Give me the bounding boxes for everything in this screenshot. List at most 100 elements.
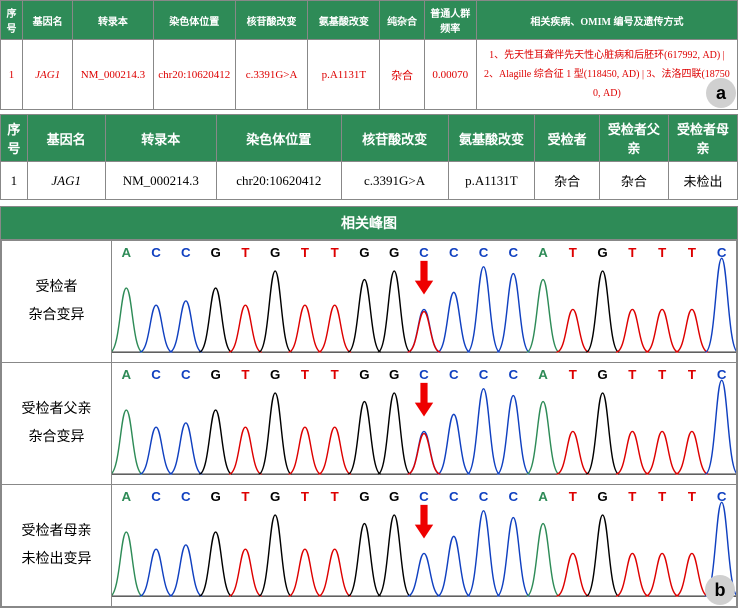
svg-text:G: G: [597, 489, 607, 504]
svg-text:C: C: [479, 489, 489, 504]
svg-text:G: G: [359, 245, 369, 260]
cell-transcript: NM_000214.3: [105, 162, 216, 200]
svg-text:C: C: [509, 367, 519, 382]
header-cell: 转录本: [105, 115, 216, 162]
chromatogram-svg: ACCGTGTTGGCCCCATGTTTC: [112, 241, 736, 362]
svg-text:A: A: [538, 245, 548, 260]
chromatogram-plot-cell: ACCGTGTTGGCCCCATGTTTC: [112, 363, 737, 485]
svg-text:T: T: [628, 489, 636, 504]
svg-text:A: A: [538, 489, 548, 504]
header-cell: 序号: [1, 115, 28, 162]
svg-text:A: A: [122, 489, 132, 504]
table-a-data-row: 1 JAG1 NM_000214.3 chr20:10620412 c.3391…: [1, 40, 738, 110]
svg-text:G: G: [210, 367, 220, 382]
cell-diseases: 1、先天性耳聋伴先天性心脏病和后胚环(617992, AD) | 2、Alagi…: [476, 40, 737, 110]
svg-text:C: C: [151, 489, 161, 504]
header-cell: 转录本: [73, 1, 153, 40]
svg-text:T: T: [658, 367, 666, 382]
svg-text:T: T: [688, 367, 696, 382]
cell-transcript: NM_000214.3: [73, 40, 153, 110]
svg-text:T: T: [688, 245, 696, 260]
cell-aa: p.A1131T: [448, 162, 535, 200]
svg-text:T: T: [569, 367, 577, 382]
header-cell: 受检者父亲: [599, 115, 668, 162]
chromatogram-plot-cell: ACCGTGTTGGCCCCATGTTTC: [112, 485, 737, 607]
cell-zygosity: 杂合: [380, 40, 424, 110]
svg-text:A: A: [122, 245, 132, 260]
panel-badge-a: a: [706, 78, 736, 108]
svg-text:C: C: [151, 367, 161, 382]
cell-father: 杂合: [599, 162, 668, 200]
cell-gene: JAG1: [27, 162, 105, 200]
svg-text:C: C: [717, 367, 727, 382]
trio-summary-table-b: 序号基因名转录本染色体位置核苷酸改变氨基酸改变受检者受检者父亲受检者母亲 1 J…: [0, 114, 738, 200]
cell-proband: 杂合: [535, 162, 600, 200]
header-cell: 纯杂合: [380, 1, 424, 40]
header-cell: 基因名: [23, 1, 73, 40]
header-cell: 染色体位置: [216, 115, 341, 162]
chromatogram-row-label: 受检者母亲未检出变异: [2, 485, 112, 607]
chromatogram-svg: ACCGTGTTGGCCCCATGTTTC: [112, 485, 736, 606]
svg-text:T: T: [658, 489, 666, 504]
svg-text:T: T: [331, 489, 339, 504]
svg-text:C: C: [449, 367, 459, 382]
svg-text:C: C: [479, 367, 489, 382]
cell-idx: 1: [1, 162, 28, 200]
svg-text:C: C: [181, 489, 191, 504]
svg-text:T: T: [331, 245, 339, 260]
chromatogram-plot-cell: ACCGTGTTGGCCCCATGTTTC: [112, 241, 737, 363]
header-cell: 核苷酸改变: [235, 1, 307, 40]
chromatogram-row: 受检者杂合变异ACCGTGTTGGCCCCATGTTTC: [2, 241, 737, 363]
svg-text:G: G: [597, 367, 607, 382]
cell-nt: c.3391G>A: [341, 162, 448, 200]
header-cell: 相关疾病、OMIM 编号及遗传方式: [476, 1, 737, 40]
svg-text:A: A: [538, 367, 548, 382]
svg-text:T: T: [658, 245, 666, 260]
svg-text:C: C: [151, 245, 161, 260]
cell-nt: c.3391G>A: [235, 40, 307, 110]
svg-text:G: G: [389, 367, 399, 382]
header-cell: 受检者母亲: [668, 115, 737, 162]
chromatogram-row: 受检者父亲杂合变异ACCGTGTTGGCCCCATGTTTC: [2, 363, 737, 485]
chromatogram-svg: ACCGTGTTGGCCCCATGTTTC: [112, 363, 736, 484]
svg-text:C: C: [509, 245, 519, 260]
cell-idx: 1: [1, 40, 23, 110]
chromatogram-row-label: 受检者杂合变异: [2, 241, 112, 363]
table-b-data-row: 1 JAG1 NM_000214.3 chr20:10620412 c.3391…: [1, 162, 738, 200]
svg-text:C: C: [449, 489, 459, 504]
svg-text:G: G: [270, 489, 280, 504]
chromatogram-row-label: 受检者父亲杂合变异: [2, 363, 112, 485]
svg-text:C: C: [181, 367, 191, 382]
cell-pos: chr20:10620412: [216, 162, 341, 200]
svg-text:T: T: [569, 245, 577, 260]
svg-text:T: T: [569, 489, 577, 504]
table-a-header-row: 序号基因名转录本染色体位置核苷酸改变氨基酸改变纯杂合普通人群频率相关疾病、OMI…: [1, 1, 738, 40]
svg-text:G: G: [597, 245, 607, 260]
svg-text:G: G: [389, 489, 399, 504]
svg-text:C: C: [717, 489, 727, 504]
svg-text:G: G: [270, 367, 280, 382]
header-cell: 受检者: [535, 115, 600, 162]
svg-text:C: C: [419, 489, 429, 504]
svg-text:C: C: [717, 245, 727, 260]
chromatogram-header: 相关峰图: [1, 207, 737, 240]
svg-text:T: T: [241, 367, 249, 382]
svg-text:C: C: [509, 489, 519, 504]
cell-pos: chr20:10620412: [153, 40, 235, 110]
variant-summary-table-a: 序号基因名转录本染色体位置核苷酸改变氨基酸改变纯杂合普通人群频率相关疾病、OMI…: [0, 0, 738, 110]
svg-text:T: T: [688, 489, 696, 504]
svg-text:C: C: [479, 245, 489, 260]
svg-text:T: T: [301, 489, 309, 504]
chromatogram-row: 受检者母亲未检出变异ACCGTGTTGGCCCCATGTTTC: [2, 485, 737, 607]
svg-text:T: T: [241, 489, 249, 504]
chromatogram-panel: 相关峰图 受检者杂合变异 A C C G T G T T G G C C C C A T G T T T C 受检者父亲杂合…: [0, 206, 738, 608]
header-cell: 染色体位置: [153, 1, 235, 40]
svg-text:A: A: [122, 367, 132, 382]
header-cell: 氨基酸改变: [308, 1, 380, 40]
cell-aa: p.A1131T: [308, 40, 380, 110]
svg-text:G: G: [359, 489, 369, 504]
svg-text:C: C: [419, 367, 429, 382]
svg-text:T: T: [628, 245, 636, 260]
panel-badge-b: b: [705, 575, 735, 605]
header-cell: 核苷酸改变: [341, 115, 448, 162]
